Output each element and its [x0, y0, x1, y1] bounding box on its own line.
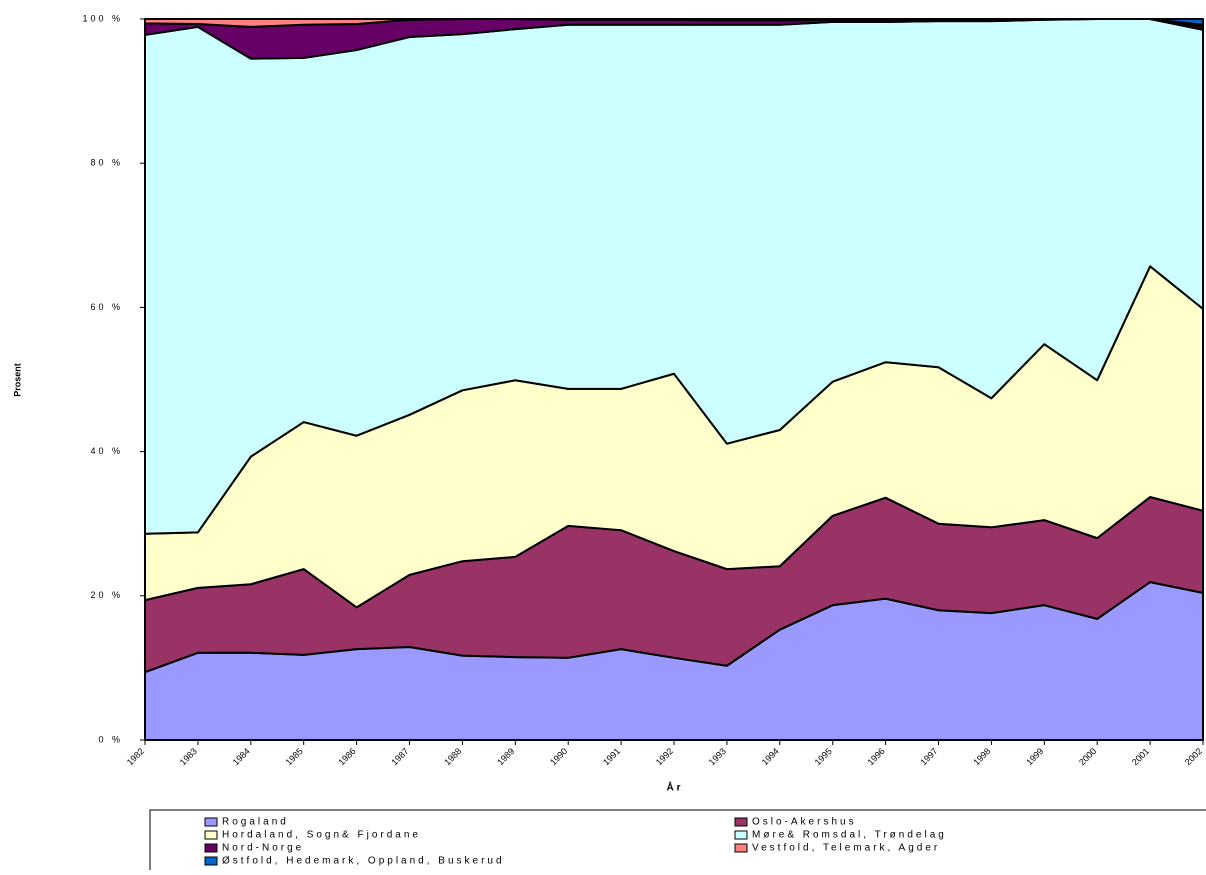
x-tick-label: 1999	[1024, 746, 1045, 767]
legend-label: Østfold, Hedemark, Oppland, Buskerud	[222, 856, 505, 867]
x-tick-label: 1993	[707, 746, 728, 767]
legend-box	[149, 809, 1206, 875]
legend-label: Vestfold, Telemark, Agder	[752, 843, 940, 854]
y-tick-label: 60 %	[90, 302, 123, 312]
x-tick-label: 1983	[178, 746, 199, 767]
y-axis-label: Prosent	[12, 363, 22, 397]
y-tick-label: 80 %	[90, 158, 123, 168]
x-tick-label: 1997	[918, 746, 939, 767]
x-tick-label: 2000	[1077, 746, 1098, 767]
legend-swatch	[204, 856, 218, 866]
legend-label: Oslo-Akershus	[752, 817, 857, 828]
x-tick-label: 1988	[442, 746, 463, 767]
legend-label: Nord-Norge	[222, 843, 304, 854]
x-tick-label: 1995	[813, 746, 834, 767]
x-tick-label: 1996	[865, 746, 886, 767]
x-tick-label: 1992	[654, 746, 675, 767]
x-tick-label: 2001	[1130, 746, 1151, 767]
x-tick-label: 1991	[601, 746, 622, 767]
x-tick-label: 1998	[971, 746, 992, 767]
x-tick-label: 1985	[284, 746, 305, 767]
legend-swatch	[734, 817, 748, 827]
y-tick-label: 40 %	[90, 446, 123, 456]
area	[144, 18, 1204, 26]
x-tick-label: 1987	[389, 746, 410, 767]
x-tick-label: 1986	[336, 746, 357, 767]
x-tick-label: 2002	[1183, 746, 1204, 767]
x-axis-label: År	[666, 781, 683, 794]
legend-label: Møre& Romsdal, Trøndelag	[752, 830, 947, 841]
x-tick-label: 1994	[760, 746, 781, 767]
x-tick-label: 1982	[125, 746, 146, 767]
legend-swatch	[204, 830, 218, 840]
legend-swatch	[204, 843, 218, 853]
x-tick-label: 1990	[548, 746, 569, 767]
y-tick-label: 100 %	[82, 13, 123, 23]
legend-label: Rogaland	[222, 817, 289, 828]
legend-swatch	[204, 817, 218, 827]
legend-swatch	[734, 830, 748, 840]
x-tick-label: 1989	[495, 746, 516, 767]
y-tick-label: 20 %	[90, 590, 123, 600]
legend-label: Hordaland, Sogn& Fjordane	[222, 830, 421, 841]
y-tick-label: 0 %	[98, 734, 123, 744]
x-tick-label: 1984	[231, 746, 252, 767]
legend-swatch	[734, 843, 748, 853]
